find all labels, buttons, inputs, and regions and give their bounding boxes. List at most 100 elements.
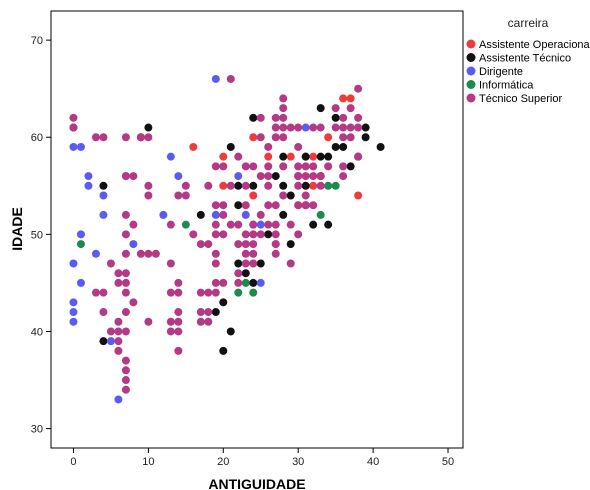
point-tecnico-superior — [219, 210, 228, 219]
point-tecnico-superior — [279, 113, 288, 122]
point-tecnico-superior — [121, 288, 130, 297]
point-tecnico-superior — [196, 288, 205, 297]
point-tecnico-superior — [144, 191, 153, 200]
point-tecnico-superior — [196, 240, 205, 249]
point-tecnico-superior — [129, 220, 138, 229]
point-tecnico-superior — [279, 162, 288, 171]
point-tecnico-superior — [121, 278, 130, 287]
point-informatica — [241, 278, 250, 287]
point-tecnico-superior — [249, 240, 258, 249]
point-assistente-tecnico — [376, 142, 385, 151]
y-axis-title: IDADE — [9, 207, 25, 251]
point-tecnico-superior — [241, 259, 250, 268]
x-tick-label: 20 — [217, 456, 229, 468]
point-tecnico-superior — [219, 201, 228, 210]
point-tecnico-superior — [241, 249, 250, 258]
point-tecnico-superior — [166, 259, 175, 268]
point-tecnico-superior — [286, 123, 295, 132]
point-tecnico-superior — [226, 181, 235, 190]
point-tecnico-superior — [279, 133, 288, 142]
point-dirigente — [234, 172, 243, 181]
point-tecnico-superior — [279, 191, 288, 200]
point-assistente-tecnico — [219, 346, 228, 355]
point-tecnico-superior — [121, 172, 130, 181]
point-assistente-operacional — [339, 94, 348, 103]
point-tecnico-superior — [226, 220, 235, 229]
point-tecnico-superior — [271, 113, 280, 122]
point-assistente-tecnico — [361, 123, 370, 132]
point-dirigente — [69, 317, 78, 326]
point-informatica — [331, 181, 340, 190]
point-tecnico-superior — [174, 308, 183, 317]
point-tecnico-superior — [174, 288, 183, 297]
y-axis-ticks: 30 40 50 60 70 — [31, 35, 51, 436]
point-tecnico-superior — [204, 240, 213, 249]
point-tecnico-superior — [181, 181, 190, 190]
point-tecnico-superior — [69, 123, 78, 132]
point-tecnico-superior — [234, 269, 243, 278]
point-tecnico-superior — [211, 201, 220, 210]
x-tick-label: 40 — [367, 456, 379, 468]
point-tecnico-superior — [121, 366, 130, 375]
point-tecnico-superior — [174, 346, 183, 355]
point-assistente-operacional — [309, 181, 318, 190]
point-tecnico-superior — [219, 230, 228, 239]
point-assistente-tecnico — [249, 181, 258, 190]
point-assistente-operacional — [249, 133, 258, 142]
point-tecnico-superior — [121, 133, 130, 142]
point-tecnico-superior — [144, 133, 153, 142]
legend-items: Assistente Operacional Assistente Técnico… — [466, 39, 590, 105]
point-tecnico-superior — [91, 288, 100, 297]
legend-marker-assistente-operacional — [466, 39, 476, 49]
point-tecnico-superior — [264, 172, 273, 181]
x-tick-label: 30 — [292, 456, 304, 468]
point-tecnico-superior — [316, 172, 325, 181]
point-dirigente — [241, 210, 250, 219]
point-dirigente — [99, 191, 108, 200]
point-tecnico-superior — [174, 317, 183, 326]
point-assistente-tecnico — [226, 142, 235, 151]
point-assistente-tecnico — [331, 142, 340, 151]
point-tecnico-superior — [106, 259, 115, 268]
point-tecnico-superior — [294, 230, 303, 239]
point-tecnico-superior — [241, 240, 250, 249]
y-tick-label: 50 — [31, 229, 43, 241]
point-assistente-tecnico — [316, 104, 325, 113]
point-assistente-operacional — [219, 181, 228, 190]
legend-title: carreira — [508, 16, 549, 30]
point-tecnico-superior — [264, 162, 273, 171]
point-tecnico-superior — [196, 308, 205, 317]
point-tecnico-superior — [106, 327, 115, 336]
point-tecnico-superior — [219, 278, 228, 287]
point-tecnico-superior — [256, 230, 265, 239]
point-tecnico-superior — [294, 123, 303, 132]
point-tecnico-superior — [354, 152, 363, 161]
point-dirigente — [211, 210, 220, 219]
point-tecnico-superior — [121, 249, 130, 258]
point-tecnico-superior — [264, 142, 273, 151]
data-points — [69, 74, 385, 404]
legend-marker-dirigente — [466, 66, 476, 76]
point-tecnico-superior — [114, 327, 123, 336]
point-tecnico-superior — [241, 230, 250, 239]
point-tecnico-superior — [136, 249, 145, 258]
legend-label-informatica: Informática — [479, 80, 534, 92]
point-tecnico-superior — [339, 172, 348, 181]
point-tecnico-superior — [316, 123, 325, 132]
legend: carreira Assistente OperacionalAssistent… — [466, 16, 590, 105]
point-tecnico-superior — [346, 104, 355, 113]
point-dirigente — [211, 74, 220, 83]
legend-marker-informatica — [466, 80, 476, 89]
point-tecnico-superior — [196, 317, 205, 326]
point-dirigente — [159, 210, 168, 219]
point-assistente-tecnico — [309, 220, 318, 229]
point-tecnico-superior — [354, 123, 363, 132]
point-assistente-tecnico — [264, 230, 273, 239]
point-assistente-tecnico — [271, 172, 280, 181]
point-tecnico-superior — [271, 220, 280, 229]
point-tecnico-superior — [286, 220, 295, 229]
point-tecnico-superior — [241, 201, 250, 210]
point-assistente-operacional — [354, 191, 363, 200]
point-assistente-tecnico — [249, 278, 258, 287]
point-tecnico-superior — [294, 181, 303, 190]
